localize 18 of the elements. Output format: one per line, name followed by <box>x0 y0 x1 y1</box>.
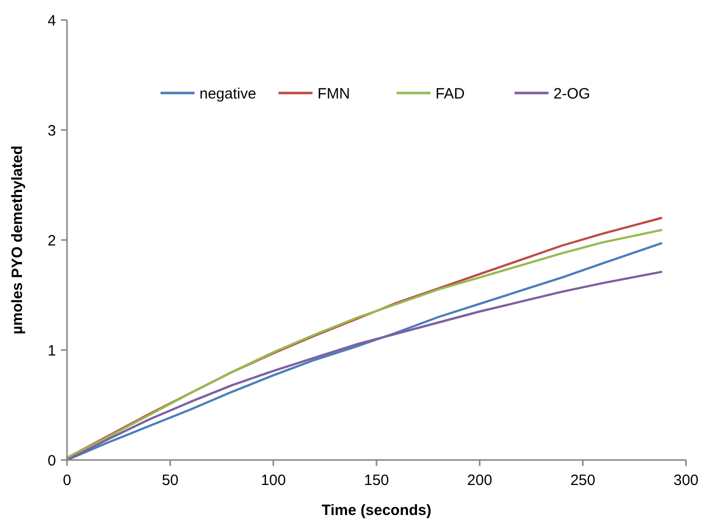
y-tick-label: 3 <box>48 122 56 140</box>
y-tick-label: 4 <box>48 12 56 30</box>
x-axis-title: Time (seconds) <box>322 502 432 519</box>
x-tick-label: 300 <box>673 472 699 489</box>
x-tick-label: 250 <box>570 472 596 489</box>
x-tick-label: 100 <box>260 472 286 489</box>
legend-label: FAD <box>436 85 465 102</box>
y-axis-title: µmoles PYO demethylated <box>9 146 26 334</box>
x-tick-label: 200 <box>467 472 492 489</box>
x-tick-label: 50 <box>162 472 179 489</box>
y-tick-label: 2 <box>48 232 56 250</box>
x-tick-label: 150 <box>364 472 390 489</box>
y-tick-label: 1 <box>48 342 56 360</box>
y-tick-label: 0 <box>48 452 56 470</box>
x-tick-label: 0 <box>62 472 72 489</box>
legend-label: negative <box>200 85 256 102</box>
legend-label: FMN <box>318 85 350 102</box>
legend-label: 2-OG <box>554 85 590 102</box>
